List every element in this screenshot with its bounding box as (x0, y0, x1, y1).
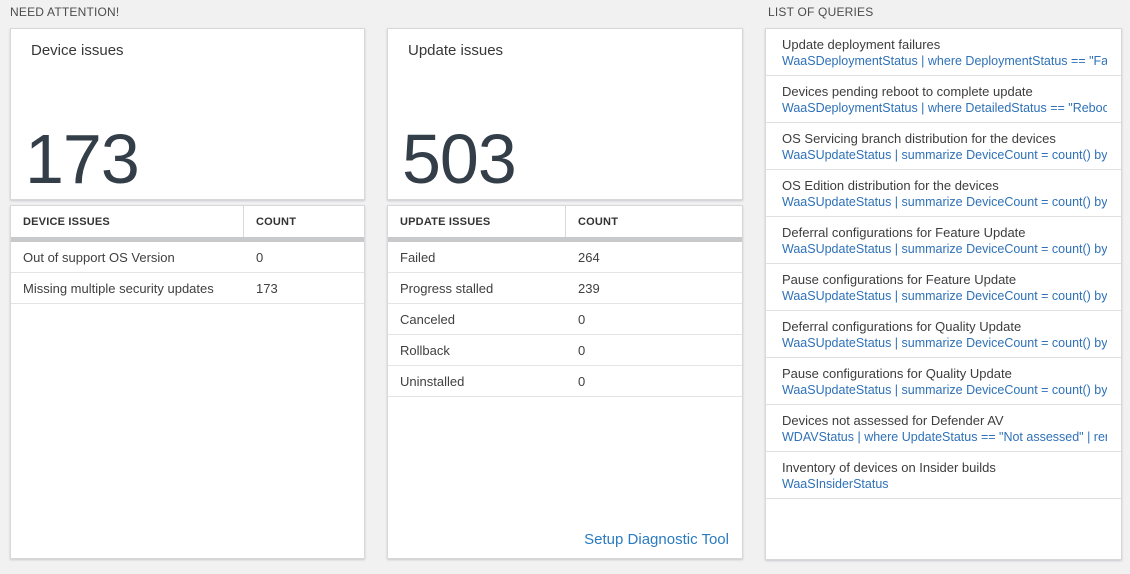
device-table-col-issues: DEVICE ISSUES (23, 215, 110, 228)
query-list-item: OS Servicing branch distribution for the… (766, 123, 1121, 170)
query-link[interactable]: WaaSUpdateStatus | summarize DeviceCount… (782, 195, 1107, 209)
update-issues-table: UPDATE ISSUES COUNT Failed 264 Progress … (387, 205, 743, 559)
table-row-count: 0 (256, 249, 264, 265)
need-attention-heading: NEED ATTENTION! (10, 5, 120, 19)
query-list-item: Deferral configurations for Feature Upda… (766, 217, 1121, 264)
device-table-header: DEVICE ISSUES COUNT (11, 206, 364, 237)
update-table-divider-bar (388, 237, 742, 242)
device-issues-title: Device issues (31, 42, 124, 59)
table-row-count: 173 (256, 280, 278, 296)
query-list-item: Update deployment failures WaaSDeploymen… (766, 29, 1121, 76)
query-list-item: Deferral configurations for Quality Upda… (766, 311, 1121, 358)
query-link[interactable]: WaaSInsiderStatus (782, 477, 889, 491)
query-link[interactable]: WaaSDeploymentStatus | where DeploymentS… (782, 54, 1107, 68)
query-link[interactable]: WaaSUpdateStatus | summarize DeviceCount… (782, 242, 1107, 256)
update-table-header: UPDATE ISSUES COUNT (388, 206, 742, 237)
table-row-count: 264 (578, 249, 600, 265)
table-row[interactable]: Rollback 0 (388, 335, 742, 366)
device-issues-count: 173 (25, 120, 140, 198)
query-list-item: Pause configurations for Feature Update … (766, 264, 1121, 311)
table-row-label: Rollback (400, 342, 450, 358)
table-row-count: 239 (578, 280, 600, 296)
device-table-rows: Out of support OS Version 0 Missing mult… (11, 242, 364, 304)
query-title: Update deployment failures (782, 37, 941, 52)
query-title: OS Servicing branch distribution for the… (782, 131, 1056, 146)
table-row-label: Out of support OS Version (23, 249, 175, 265)
list-of-queries-heading: LIST OF QUERIES (768, 5, 874, 19)
query-link[interactable]: WDAVStatus | where UpdateStatus == "Not … (782, 430, 1107, 444)
table-row-label: Missing multiple security updates (23, 280, 214, 296)
query-link[interactable]: WaaSUpdateStatus | summarize DeviceCount… (782, 148, 1107, 162)
query-list-item: Pause configurations for Quality Update … (766, 358, 1121, 405)
table-row[interactable]: Progress stalled 239 (388, 273, 742, 304)
update-table-col-issues: UPDATE ISSUES (400, 215, 491, 228)
table-row[interactable]: Missing multiple security updates 173 (11, 273, 364, 304)
query-list-item: OS Edition distribution for the devices … (766, 170, 1121, 217)
list-of-queries-panel: Update deployment failures WaaSDeploymen… (765, 28, 1122, 560)
setup-diagnostic-tool-link[interactable]: Setup Diagnostic Tool (584, 531, 729, 548)
table-row[interactable]: Uninstalled 0 (388, 366, 742, 397)
table-row-label: Uninstalled (400, 373, 465, 389)
query-title: Devices not assessed for Defender AV (782, 413, 1004, 428)
table-row-label: Failed (400, 249, 436, 265)
table-row[interactable]: Canceled 0 (388, 304, 742, 335)
update-issues-tile[interactable]: Update issues 503 (387, 28, 743, 200)
query-title: Pause configurations for Feature Update (782, 272, 1017, 287)
query-title: Inventory of devices on Insider builds (782, 460, 996, 475)
update-table-rows: Failed 264 Progress stalled 239 Canceled… (388, 242, 742, 397)
query-list-item: Devices pending reboot to complete updat… (766, 76, 1121, 123)
query-link[interactable]: WaaSUpdateStatus | summarize DeviceCount… (782, 383, 1107, 397)
table-row-count: 0 (578, 342, 586, 358)
query-list-item: Inventory of devices on Insider builds W… (766, 452, 1121, 499)
query-title: Pause configurations for Quality Update (782, 366, 1012, 381)
query-title: Devices pending reboot to complete updat… (782, 84, 1033, 99)
query-link[interactable]: WaaSUpdateStatus | summarize DeviceCount… (782, 289, 1107, 303)
device-issues-tile[interactable]: Device issues 173 (10, 28, 365, 200)
table-row-count: 0 (578, 373, 586, 389)
update-issues-count: 503 (402, 120, 517, 198)
query-link[interactable]: WaaSUpdateStatus | summarize DeviceCount… (782, 336, 1107, 350)
query-title: OS Edition distribution for the devices (782, 178, 999, 193)
query-title: Deferral configurations for Quality Upda… (782, 319, 1022, 334)
table-row[interactable]: Out of support OS Version 0 (11, 242, 364, 273)
update-table-col-count: COUNT (578, 215, 619, 228)
table-row[interactable]: Failed 264 (388, 242, 742, 273)
device-issues-table: DEVICE ISSUES COUNT Out of support OS Ve… (10, 205, 365, 559)
table-row-label: Canceled (400, 311, 455, 327)
device-table-divider-bar (11, 237, 364, 242)
update-issues-title: Update issues (408, 42, 504, 59)
table-row-label: Progress stalled (400, 280, 494, 296)
query-link[interactable]: WaaSDeploymentStatus | where DetailedSta… (782, 101, 1107, 115)
table-row-count: 0 (578, 311, 586, 327)
query-list-item: Devices not assessed for Defender AV WDA… (766, 405, 1121, 452)
query-title: Deferral configurations for Feature Upda… (782, 225, 1026, 240)
device-table-col-count: COUNT (256, 215, 297, 228)
